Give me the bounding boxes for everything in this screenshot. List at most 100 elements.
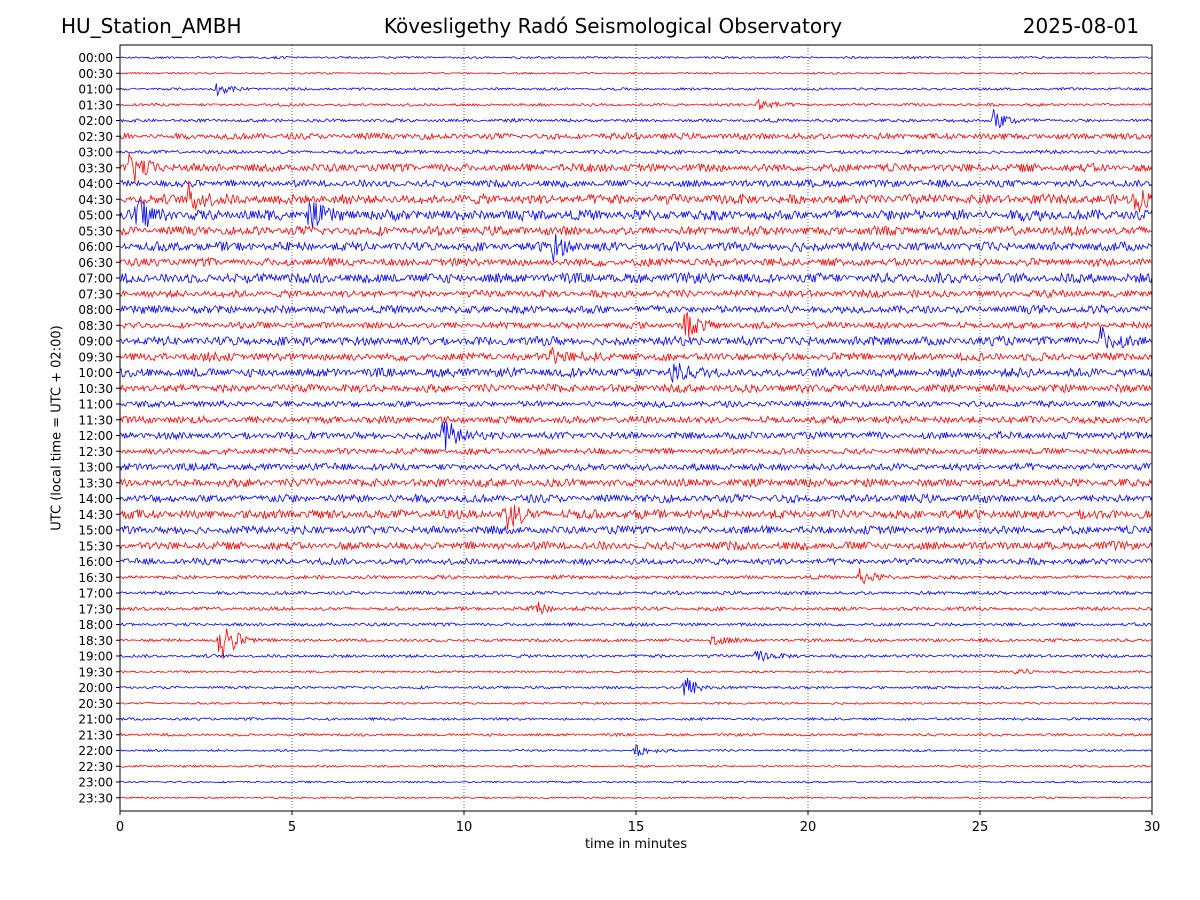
trace-row-32 [119,557,1153,566]
trace-row-9 [119,180,1153,213]
trace-row-20 [119,362,1153,383]
row-label-44: 22:00 [78,744,113,758]
trace-row-15 [119,288,1153,299]
row-label-5: 02:30 [78,130,113,144]
row-label-3: 01:30 [78,98,113,112]
row-label-37: 18:30 [78,634,113,648]
trace-row-45 [119,764,1153,769]
trace-row-43 [119,732,1153,738]
row-label-43: 21:30 [78,728,113,742]
row-label-1: 00:30 [78,67,113,81]
row-label-23: 11:30 [78,413,113,427]
trace-row-2 [119,83,1153,97]
row-label-28: 14:00 [78,492,113,506]
row-label-30: 15:00 [78,524,113,538]
row-label-21: 10:30 [78,382,113,396]
x-tick-label-15: 15 [628,820,645,835]
y-axis-label: UTC (local time = UTC + 02:00) [49,325,65,531]
trace-row-19 [119,347,1153,364]
trace-row-34 [119,590,1153,597]
row-label-38: 19:00 [78,650,113,664]
row-label-42: 21:00 [78,713,113,727]
trace-row-40 [119,677,1153,696]
trace-row-39 [119,667,1153,675]
row-label-20: 10:00 [78,366,113,380]
row-label-12: 06:00 [78,240,113,254]
trace-row-24 [119,421,1153,451]
row-label-18: 09:00 [78,335,113,349]
trace-row-10 [119,198,1153,229]
trace-row-3 [119,98,1153,110]
row-label-9: 04:30 [78,193,113,207]
trace-row-23 [119,414,1153,425]
row-label-34: 17:00 [78,587,113,601]
row-label-7: 03:30 [78,161,113,175]
x-tick-label-0: 0 [116,820,124,835]
row-label-25: 12:30 [78,445,113,459]
row-label-41: 20:30 [78,697,113,711]
trace-row-21 [119,383,1153,395]
trace-row-37 [119,628,1153,660]
station-name: HU_Station_AMBH [61,14,242,38]
trace-row-47 [119,796,1153,800]
trace-row-28 [119,492,1153,505]
row-label-46: 23:00 [78,776,113,790]
row-label-31: 15:30 [78,539,113,553]
trace-row-14 [119,271,1153,285]
trace-row-18 [119,326,1153,349]
row-label-35: 17:30 [78,602,113,616]
trace-row-11 [119,224,1153,238]
row-label-15: 07:30 [78,287,113,301]
row-label-26: 13:00 [78,461,113,475]
trace-row-46 [119,780,1153,784]
row-label-36: 18:00 [78,618,113,632]
chart-date: 2025-08-01 [1022,14,1139,38]
observatory-title: Kövesligethy Radó Seismological Observat… [383,14,843,38]
row-label-33: 16:30 [78,571,113,585]
trace-row-30 [119,524,1153,536]
row-label-24: 12:00 [78,429,113,443]
trace-row-36 [119,621,1153,628]
row-label-39: 19:30 [78,665,113,679]
trace-row-7 [119,153,1153,183]
trace-row-42 [119,716,1153,722]
row-label-40: 20:00 [78,681,113,695]
row-label-8: 04:00 [78,177,113,191]
trace-row-17 [119,311,1153,338]
trace-row-12 [119,233,1153,262]
row-label-10: 05:00 [78,209,113,223]
row-label-16: 08:00 [78,303,113,317]
trace-row-25 [119,446,1153,456]
row-label-17: 08:30 [78,319,113,333]
row-label-11: 05:30 [78,224,113,238]
trace-row-1 [119,71,1153,75]
row-label-14: 07:00 [78,272,113,286]
trace-row-0 [119,55,1153,60]
row-label-19: 09:30 [78,350,113,364]
trace-row-44 [119,745,1153,757]
row-label-22: 11:00 [78,398,113,412]
trace-row-35 [119,601,1153,615]
row-label-6: 03:00 [78,146,113,160]
row-label-13: 06:30 [78,256,113,270]
trace-row-31 [119,540,1153,552]
row-label-32: 16:00 [78,555,113,569]
row-label-27: 13:30 [78,476,113,490]
row-label-4: 02:00 [78,114,113,128]
trace-row-5 [119,131,1153,141]
trace-row-26 [119,461,1153,472]
trace-row-4 [119,108,1153,129]
trace-row-13 [119,256,1153,268]
trace-row-38 [119,649,1153,663]
x-tick-label-5: 5 [288,820,296,835]
trace-row-27 [119,477,1153,489]
trace-row-8 [119,178,1153,189]
trace-row-16 [119,303,1153,316]
trace-row-6 [119,149,1153,155]
x-tick-label-20: 20 [800,820,817,835]
x-axis-label: time in minutes [584,837,688,852]
x-tick-label-30: 30 [1144,820,1161,835]
x-tick-label-25: 25 [972,820,989,835]
trace-row-29 [119,504,1153,530]
